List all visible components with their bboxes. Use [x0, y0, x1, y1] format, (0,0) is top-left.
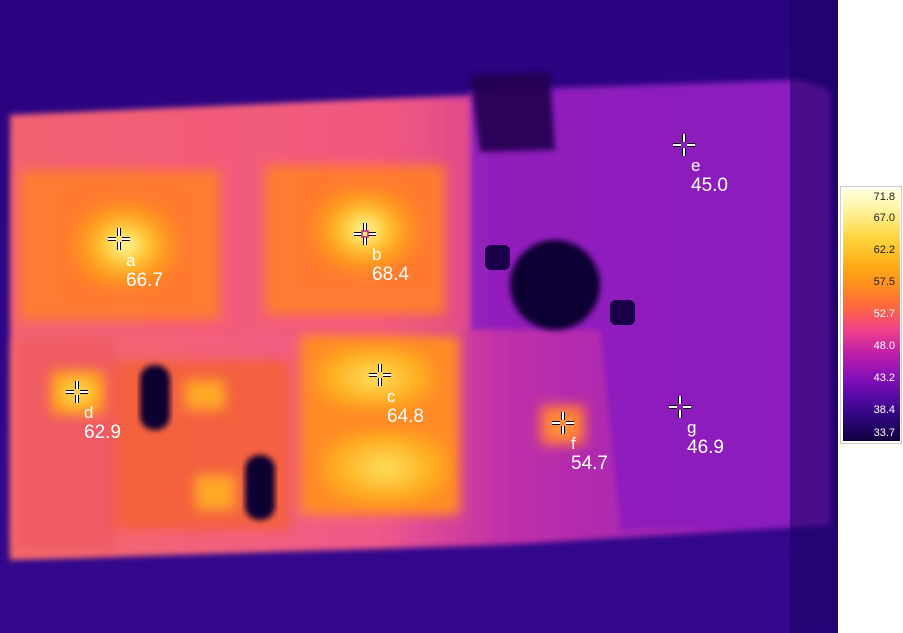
marker-d-value: 62.9 — [84, 422, 121, 443]
marker-g-value: 46.9 — [687, 437, 724, 458]
thermal-scene — [0, 0, 838, 633]
marker-c-letter: c — [387, 387, 396, 406]
marker-d-letter: d — [84, 403, 94, 422]
marker-g-crosshair — [667, 394, 693, 420]
scale-tick: 43.2 — [873, 372, 895, 384]
marker-g-letter: g — [687, 418, 697, 437]
scale-tick: 62.2 — [873, 244, 895, 256]
hot-spots — [50, 185, 585, 510]
marker-b-crosshair — [352, 221, 378, 247]
marker-d-label: d 62.9 — [84, 403, 121, 443]
scale-tick-min: 33.7 — [873, 427, 895, 439]
marker-c-crosshair — [367, 362, 393, 388]
marker-d-crosshair — [64, 379, 90, 405]
marker-a-value: 66.7 — [126, 270, 163, 291]
marker-f-label: f 54.7 — [571, 434, 608, 474]
marker-f-value: 54.7 — [571, 453, 608, 474]
scale-tick: 48.0 — [873, 340, 895, 352]
marker-c-value: 64.8 — [387, 406, 424, 427]
scale-tick: 52.7 — [873, 308, 895, 320]
marker-a-letter: a — [126, 251, 136, 270]
scale-tick: 57.5 — [873, 276, 895, 288]
marker-e-letter: e — [691, 156, 701, 175]
marker-f-crosshair — [550, 410, 576, 436]
marker-b-letter: b — [372, 245, 382, 264]
marker-e-value: 45.0 — [691, 175, 728, 196]
marker-e-label: e 45.0 — [691, 156, 728, 196]
scale-tick-max: 71.8 — [873, 191, 895, 203]
marker-g-label: g 46.9 — [687, 418, 724, 458]
marker-f-letter: f — [571, 434, 576, 453]
marker-b-value: 68.4 — [372, 264, 409, 285]
marker-b-label: b 68.4 — [372, 245, 409, 285]
marker-e-crosshair — [671, 132, 697, 158]
cool-components — [140, 72, 635, 520]
marker-a-label: a 66.7 — [126, 251, 163, 291]
marker-c-label: c 64.8 — [387, 387, 424, 427]
scale-tick: 67.0 — [873, 212, 895, 224]
thermal-image: a 66.7 b 68.4 c 64.8 d 62.9 e 45.0 f 54.… — [0, 0, 838, 633]
scale-tick: 38.4 — [873, 404, 895, 416]
temperature-scale: 71.8 67.0 62.2 57.5 52.7 48.0 43.2 38.4 … — [840, 186, 902, 444]
temperature-scale-bar — [843, 189, 900, 441]
marker-a-crosshair — [106, 226, 132, 252]
